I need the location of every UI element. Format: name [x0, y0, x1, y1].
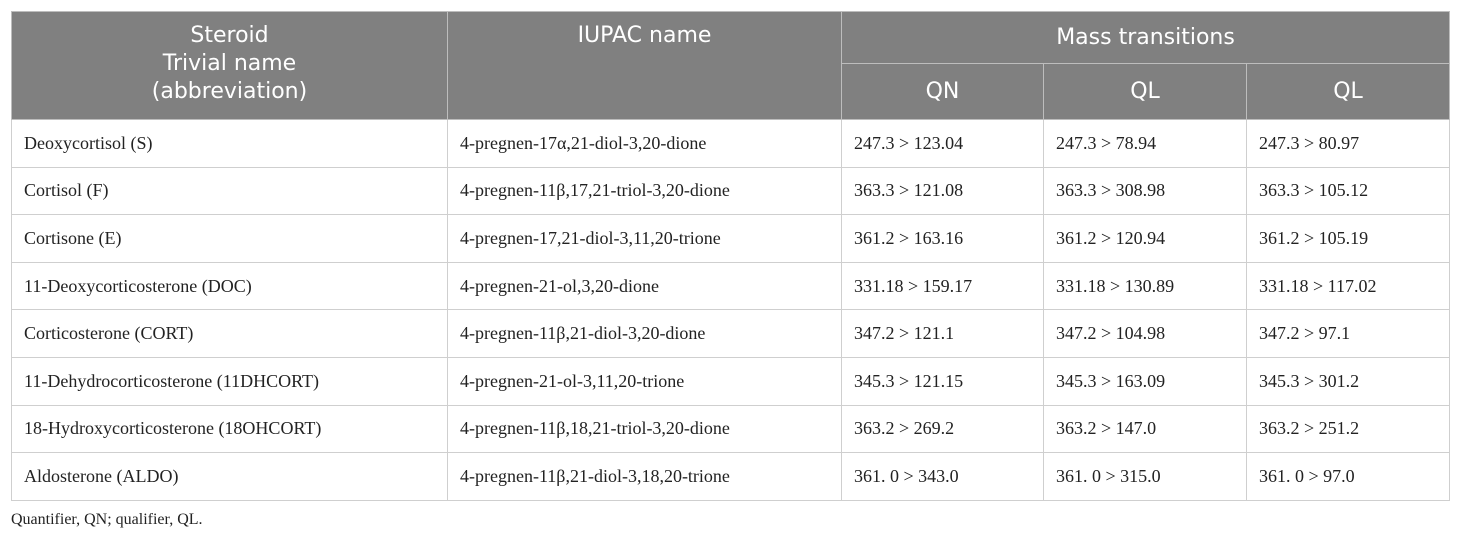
header-line: Steroid [190, 23, 269, 48]
header-cell: Steroid Trivial name (abbreviation) [11, 11, 448, 120]
table-cell: Cortisone (E) [11, 214, 448, 263]
table-cell: 331.18 > 130.89 [1043, 261, 1247, 311]
table-row: Corticosterone (CORT) 4-pregnen-11β,21-di… [11, 309, 1451, 358]
table-cell: 361.2 > 105.19 [1245, 214, 1451, 263]
table-cell: 4-pregnen-11β,17,21-triol-3,20-dione [447, 166, 842, 216]
table-cell: 11-Dehydrocorticosterone (11DHCORT) [11, 356, 448, 406]
table-cell: 247.3 > 80.97 [1245, 119, 1451, 168]
subheader-cell: QL [1245, 63, 1451, 120]
table-cell: 361.2 > 163.16 [841, 214, 1044, 263]
table-cell: 4-pregnen-17α,21-diol-3,20-dione [447, 119, 842, 168]
table-cell: 331.18 > 117.02 [1245, 261, 1451, 311]
table-row: Cortisol (F) 4-pregnen-11β,17,21-triol-3,… [11, 166, 1451, 216]
table-cell: 347.2 > 104.98 [1043, 309, 1247, 358]
table-cell: Corticosterone (CORT) [11, 309, 448, 358]
table-row: 11-Dehydrocorticosterone (11DHCORT) 4-pre… [11, 356, 1451, 406]
header-cell: Mass transitions [840, 11, 1451, 64]
table-cell: Aldosterone (ALDO) [11, 452, 448, 501]
table-cell: 11-Deoxycorticosterone (DOC) [11, 261, 448, 311]
table-cell: 345.3 > 163.09 [1043, 356, 1247, 406]
table-cell: 4-pregnen-11β,18,21-triol-3,20-dione [447, 404, 842, 454]
table-cell: Cortisol (F) [11, 166, 448, 216]
table: Steroid Trivial name (abbreviation) IUPA… [11, 11, 1451, 501]
table-cell: 347.2 > 97.1 [1245, 309, 1451, 358]
table-cell: 361. 0 > 343.0 [841, 452, 1044, 501]
table-cell: 363.3 > 308.98 [1043, 166, 1247, 216]
subheader-cell: QN [841, 63, 1044, 120]
table-cell: 363.2 > 269.2 [841, 404, 1044, 454]
header-cell: IUPAC name [447, 11, 842, 120]
subheader-cell: QL [1043, 63, 1247, 120]
table-cell: 345.3 > 121.15 [841, 356, 1044, 406]
table-cell: 361. 0 > 315.0 [1043, 452, 1247, 501]
table-cell: 345.3 > 301.2 [1245, 356, 1451, 406]
table-body: Deoxycortisol (S) 4-pregnen-17α,21-diol-3… [11, 119, 1451, 501]
table-cell: 4-pregnen-21-ol,3,20-dione [447, 261, 842, 311]
table-cell: 4-pregnen-11β,21-diol-3,20-dione [447, 309, 842, 358]
table-cell: 4-pregnen-21-ol-3,11,20-trione [447, 356, 842, 406]
table-cell: 4-pregnen-11β,21-diol-3,18,20-trione [447, 452, 842, 501]
header-line: Trivial name [162, 51, 297, 76]
table-cell: 4-pregnen-17,21-diol-3,11,20-trione [447, 214, 842, 263]
table-cell: 331.18 > 159.17 [841, 261, 1044, 311]
table-cell: 361.2 > 120.94 [1043, 214, 1247, 263]
table-row: Cortisone (E) 4-pregnen-17,21-diol-3,11,2… [11, 214, 1451, 263]
table-cell: 347.2 > 121.1 [841, 309, 1044, 358]
table-cell: 363.3 > 121.08 [841, 166, 1044, 216]
table-cell: 363.2 > 147.0 [1043, 404, 1247, 454]
table-row: 18-Hydroxycorticosterone (18OHCORT) 4-pre… [11, 404, 1451, 454]
table-row: Deoxycortisol (S) 4-pregnen-17α,21-diol-3… [11, 119, 1451, 168]
table-wrap: Steroid Trivial name (abbreviation) IUPA… [11, 11, 1451, 501]
table-row: Aldosterone (ALDO) 4-pregnen-11β,21-diol-… [11, 452, 1451, 501]
table-cell: Deoxycortisol (S) [11, 119, 448, 168]
table-cell: 361. 0 > 97.0 [1245, 452, 1451, 501]
table-cell: 363.3 > 105.12 [1245, 166, 1451, 216]
table-cell: 247.3 > 123.04 [841, 119, 1044, 168]
table-cell: 18-Hydroxycorticosterone (18OHCORT) [11, 404, 448, 454]
table-row: 11-Deoxycorticosterone (DOC) 4-pregnen-21… [11, 261, 1451, 311]
table-cell: 363.2 > 251.2 [1245, 404, 1451, 454]
table-cell: 247.3 > 78.94 [1043, 119, 1247, 168]
footnote: Quantifier, QN; qualifier, QL. [11, 511, 203, 528]
header-line: (abbreviation) [151, 79, 308, 104]
